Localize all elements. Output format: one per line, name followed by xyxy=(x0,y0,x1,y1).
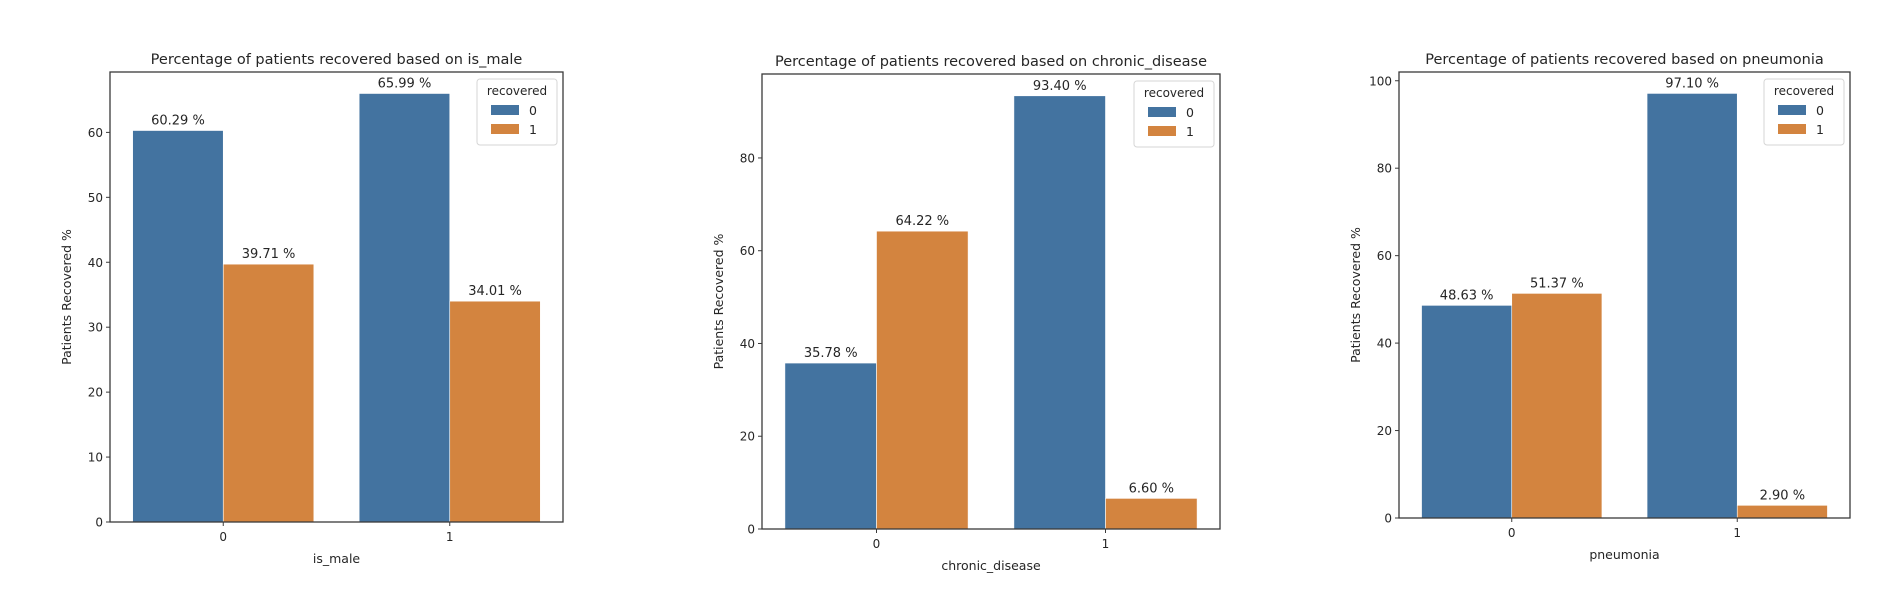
y-tick-label: 0 xyxy=(747,523,755,537)
y-axis-label: Patients Recovered % xyxy=(711,233,726,369)
legend-entry-label: 0 xyxy=(529,103,537,118)
legend-entry-label: 1 xyxy=(529,122,537,137)
chart-1: 35.78 % 93.40 % 64.22 % 6.60 % 0 20 40 60 80 0 1 Pe… xyxy=(711,54,1221,573)
legend-title: recovered xyxy=(1774,84,1834,98)
y-tick-label: 60 xyxy=(1377,249,1392,263)
legend: recovered 0 1 xyxy=(1763,78,1845,146)
bar-data-label: 6.60 % xyxy=(1129,481,1174,496)
y-tick-label: 100 xyxy=(1369,74,1392,88)
x-axis-label: pneumonia xyxy=(1589,547,1659,562)
chart-0: 60.29 %65.99 %39.71 %34.01 %010203040506… xyxy=(59,52,564,566)
bar-data-label: 2.90 % xyxy=(1760,488,1805,503)
y-tick-label: 80 xyxy=(740,151,755,165)
legend: recovered 0 1 xyxy=(1133,80,1215,148)
bar-recovered-1-cat-1 xyxy=(1736,505,1828,519)
bar-recovered-1-cat-0 xyxy=(876,230,969,530)
bar-recovered-1-cat-0 xyxy=(1511,293,1603,519)
legend-title: recovered xyxy=(1144,86,1204,100)
x-tick-label: 0 xyxy=(1508,526,1516,540)
legend-swatch-0 xyxy=(1148,107,1176,117)
y-axis-label: Patients Recovered % xyxy=(1348,227,1363,363)
legend-title: recovered xyxy=(487,84,547,98)
bar-data-label: 60.29 % xyxy=(151,114,205,129)
legend-entry-label: 1 xyxy=(1186,124,1194,139)
y-tick-label: 20 xyxy=(88,386,103,400)
legend: recovered 0 1 xyxy=(476,78,558,146)
bar-data-label: 64.22 % xyxy=(895,214,949,229)
bar-recovered-1-cat-1 xyxy=(1105,498,1198,530)
legend-entry-label: 0 xyxy=(1186,105,1194,120)
bar-data-label: 34.01 % xyxy=(468,284,522,299)
x-tick-label: 1 xyxy=(446,530,454,544)
legend-entry-label: 1 xyxy=(1816,122,1824,137)
y-tick-label: 0 xyxy=(95,516,103,530)
bar-recovered-0-cat-1 xyxy=(358,93,451,523)
legend-swatch-0 xyxy=(491,105,519,115)
bar-data-label: 35.78 % xyxy=(804,346,858,361)
x-axis-label: chronic_disease xyxy=(941,558,1041,573)
legend-swatch-1 xyxy=(1778,124,1806,134)
bar-data-label: 39.71 % xyxy=(242,247,296,262)
y-tick-label: 40 xyxy=(1377,337,1392,351)
bar-data-label: 65.99 % xyxy=(378,76,432,91)
y-tick-label: 60 xyxy=(740,244,755,258)
chart-2: 48.63 % 97.10 % 51.37 % 2.90 % 0 20 40 60 80 100 0… xyxy=(1348,52,1851,562)
axes-frame xyxy=(1398,71,1851,519)
bar-data-label: 97.10 % xyxy=(1665,76,1719,91)
y-tick-label: 80 xyxy=(1377,162,1392,176)
bar-recovered-1-cat-0 xyxy=(222,263,315,523)
legend-swatch-0 xyxy=(1778,105,1806,115)
bar-recovered-1-cat-1 xyxy=(449,300,541,523)
bar-recovered-0-cat-1 xyxy=(1646,93,1738,519)
y-tick-label: 40 xyxy=(88,256,103,270)
bar-data-label: 48.63 % xyxy=(1440,288,1494,303)
x-axis-label: is_male xyxy=(313,551,361,566)
y-axis-label: Patients Recovered % xyxy=(59,229,74,365)
x-tick-label: 1 xyxy=(1102,537,1110,551)
chart-title: Percentage of patients recovered based o… xyxy=(775,54,1207,70)
y-tick-label: 0 xyxy=(1384,512,1392,526)
axes-frame xyxy=(109,71,564,523)
legend-entry-label: 0 xyxy=(1816,103,1824,118)
y-tick-label: 20 xyxy=(740,430,755,444)
x-tick-label: 0 xyxy=(219,530,227,544)
chart-title: Percentage of patients recovered based o… xyxy=(151,52,523,68)
y-tick-label: 20 xyxy=(1377,424,1392,438)
bar-data-label: 51.37 % xyxy=(1530,276,1584,291)
bar-recovered-0-cat-0 xyxy=(784,362,877,530)
bar-recovered-0-cat-1 xyxy=(1013,95,1106,530)
x-tick-label: 0 xyxy=(873,537,881,551)
bar-recovered-0-cat-0 xyxy=(132,130,224,523)
y-tick-label: 30 xyxy=(88,321,103,335)
bar-data-label: 93.40 % xyxy=(1033,79,1087,94)
x-tick-label: 1 xyxy=(1733,526,1741,540)
y-tick-label: 40 xyxy=(740,337,755,351)
legend-swatch-1 xyxy=(1148,126,1176,136)
chart-title: Percentage of patients recovered based o… xyxy=(1425,52,1823,68)
y-tick-label: 50 xyxy=(88,191,103,205)
bar-recovered-0-cat-0 xyxy=(1421,305,1513,519)
legend-swatch-1 xyxy=(491,124,519,134)
axes-frame xyxy=(761,73,1221,530)
y-tick-label: 10 xyxy=(88,451,103,465)
y-tick-label: 60 xyxy=(88,126,103,140)
